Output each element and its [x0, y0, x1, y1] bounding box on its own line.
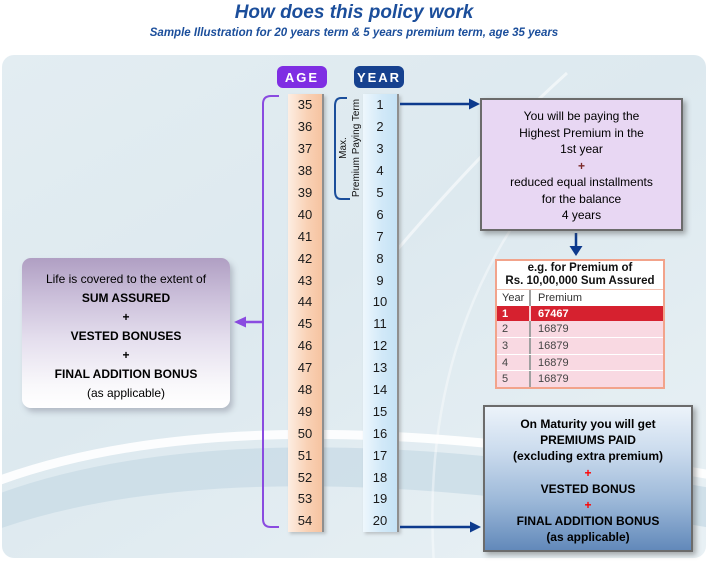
life-cover-box-line: Life is covered to the extent of	[45, 272, 207, 286]
maturity-benefit-box-line: +	[584, 498, 592, 513]
age-cell: 46	[297, 338, 313, 354]
premium-table-year-cell: 4	[497, 354, 531, 371]
highest-premium-box: You will be paying the Highest Premium in…	[480, 98, 683, 231]
age-cell: 53	[297, 491, 313, 507]
age-cell: 41	[297, 228, 313, 244]
life-cover-box-line: SUM ASSURED	[81, 291, 171, 305]
premium-table-year-cell: 1	[497, 305, 531, 322]
year-cell: 11	[373, 316, 387, 332]
year-cell: 16	[372, 425, 388, 441]
life-cover-box-line: (as applicable)	[86, 386, 166, 400]
premium-table-year-cell: 5	[497, 371, 531, 388]
year-column-header-badge: YEAR	[354, 66, 404, 88]
premium-column-header: Premium	[538, 291, 583, 304]
life-cover-box: Life is covered to the extent of SUM ASSU…	[22, 258, 230, 408]
highest-premium-box-line: reduced equal installments	[510, 175, 653, 189]
maturity-benefit-box-line: +	[584, 465, 592, 480]
year-cell: 14	[372, 382, 388, 398]
premium-table-row: 2 16879	[497, 321, 663, 338]
age-cell: 42	[297, 250, 313, 266]
year-cell: 1	[376, 97, 384, 113]
highest-premium-box-line: 1st year	[560, 142, 603, 156]
maturity-benefit-box-line: (excluding extra premium)	[512, 449, 664, 464]
life-cover-box-line: +	[122, 310, 130, 324]
year-cell: 10	[372, 294, 388, 310]
year-cell: 15	[372, 403, 388, 419]
life-cover-box-line: +	[122, 348, 130, 362]
premium-paying-term-label: Max. Premium Paying Term	[338, 93, 366, 203]
age-cell: 51	[297, 447, 313, 463]
year-column-header: Year	[497, 290, 531, 306]
year-cell: 6	[376, 206, 384, 222]
age-cell: 45	[297, 316, 313, 332]
age-cell: 40	[297, 206, 313, 222]
page-title: How does this policy work	[234, 2, 474, 23]
premium-paying-term-line2: Premium Paying Term	[350, 98, 362, 198]
premium-example-table: e.g. for Premium of Rs. 10,00,000 Sum As…	[495, 259, 665, 389]
highest-premium-box-line: You will be paying the	[523, 109, 640, 123]
age-cell: 44	[297, 294, 313, 310]
year-cell: 8	[376, 250, 384, 266]
maturity-benefit-box-line: FINAL ADDITION BONUS	[516, 514, 660, 529]
premium-table-title: e.g. for Premium of Rs. 10,00,000 Sum As…	[497, 261, 663, 290]
year-cell: 13	[372, 360, 388, 376]
age-cell: 38	[297, 163, 313, 179]
premium-table-row: 4 16879	[497, 353, 663, 371]
year-cell: 5	[376, 185, 384, 200]
age-cell: 50	[297, 425, 313, 441]
year-cell: 4	[376, 163, 384, 179]
premium-table-title-line1: e.g. for Premium of	[527, 262, 633, 274]
age-cell: 37	[297, 141, 313, 157]
maturity-benefit-box-line: On Maturity you will get	[520, 417, 656, 431]
age-cell: 35	[297, 97, 313, 113]
age-cell: 36	[297, 119, 313, 135]
premium-table-year-cell: 2	[497, 321, 531, 338]
age-cell: 54	[297, 513, 313, 529]
premium-table-row: 1 67467	[497, 305, 663, 322]
premium-table-title-line2: Rs. 10,00,000 Sum Assured	[505, 275, 655, 287]
highest-premium-box-line: Highest Premium in the	[519, 125, 644, 140]
highest-premium-box-line: 4 years	[561, 208, 602, 222]
year-cell: 2	[376, 119, 384, 135]
year-cell: 19	[372, 491, 388, 507]
premium-table-premium-cell: 67467	[538, 307, 569, 320]
premium-table-year-cell: 3	[497, 338, 531, 354]
premium-table-row: 3 16879	[497, 337, 663, 354]
age-column: 35 36 37 38 39 40 41 42 43 44 45 46 47 48 49 50 51 52 53 54	[288, 94, 324, 532]
page-subtitle: Sample Illustration for 20 years term & …	[149, 27, 559, 39]
year-cell: 17	[372, 447, 388, 463]
highest-premium-box-line: +	[577, 158, 585, 173]
life-cover-box-line: FINAL ADDITION BONUS	[54, 367, 198, 381]
year-cell: 18	[372, 469, 388, 485]
premium-table-premium-cell: 16879	[538, 339, 569, 352]
year-cell: 12	[372, 338, 388, 354]
premium-table-premium-cell: 16879	[538, 323, 569, 336]
premium-paying-term-line1: Max.	[338, 137, 349, 159]
maturity-benefit-box: On Maturity you will get PREMIUMS PAID (ex…	[483, 405, 693, 552]
life-cover-box-line: VESTED BONUSES	[70, 329, 182, 343]
year-cell: 9	[376, 272, 384, 288]
maturity-benefit-box-line: (as applicable)	[546, 530, 630, 545]
age-cell: 39	[297, 185, 313, 200]
premium-table-premium-cell: 16879	[538, 356, 569, 369]
year-cell: 3	[376, 141, 384, 157]
premium-table-column-headers: Year Premium	[497, 290, 663, 306]
year-cell: 20	[372, 513, 388, 529]
age-cell: 52	[297, 469, 313, 485]
premium-table-row: 5 16879	[497, 370, 663, 388]
year-cell: 7	[376, 228, 384, 244]
age-column-header-badge: AGE	[277, 66, 327, 88]
highest-premium-box-line: for the balance	[541, 191, 622, 206]
maturity-benefit-box-line: PREMIUMS PAID	[540, 433, 636, 448]
year-column: 1 2 3 4 5 6 7 8 9 10 11 12 13 14 15 16 17 18 19 20	[363, 94, 399, 532]
age-cell: 48	[297, 382, 313, 398]
age-cell: 49	[297, 403, 313, 419]
premium-table-premium-cell: 16879	[538, 373, 569, 386]
age-cell: 43	[297, 272, 313, 288]
age-cell: 47	[297, 360, 313, 376]
maturity-benefit-box-line: VESTED BONUS	[540, 481, 636, 496]
